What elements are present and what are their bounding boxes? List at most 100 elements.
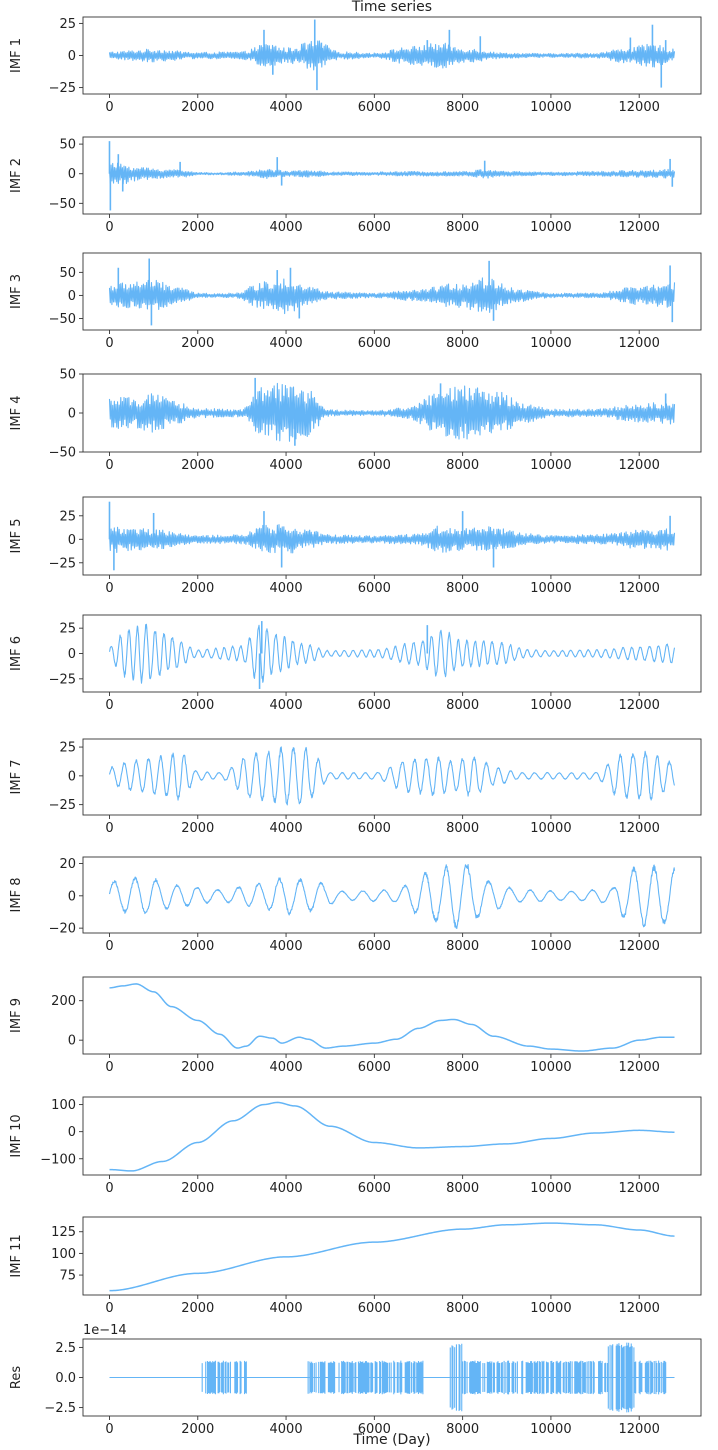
x-tick-label: 0	[105, 220, 113, 235]
x-tick-label: 12000	[619, 220, 660, 235]
x-tick-label: 0	[105, 1060, 113, 1075]
subplot-2: 0 2000 4000 6000 8000 10000 12000 −50 0 50 IMF 2	[9, 136, 702, 235]
y-tick-label: 25	[59, 509, 76, 524]
x-tick-label: 6000	[358, 1422, 391, 1437]
subplot-12: 0 2000 4000 6000 8000 10000 12000 −2.5 0.0 2.5 Res…	[9, 1323, 702, 1437]
x-tick-label: 6000	[358, 1060, 391, 1075]
x-tick-label: 8000	[446, 939, 479, 954]
y-tick-label: 0	[68, 49, 76, 64]
y-axis-label: IMF 7	[9, 760, 24, 795]
y-tick-label: 0	[68, 889, 76, 904]
subplot-1: 0 2000 4000 6000 8000 10000 12000 −25 0 25 IMF 1	[9, 16, 702, 115]
y-tick-label: 50	[59, 368, 76, 383]
y-axis-label: IMF 5	[9, 519, 24, 554]
series-line	[109, 1101, 675, 1172]
series-line	[108, 623, 676, 684]
x-axis-label: Time (Day)	[352, 1432, 430, 1448]
x-tick-label: 12000	[619, 1181, 660, 1196]
x-tick-label: 6000	[358, 939, 391, 954]
y-axis-label: IMF 2	[9, 158, 24, 193]
x-tick-label: 10000	[530, 336, 571, 351]
x-tick-label: 0	[105, 1301, 113, 1316]
y-tick-label: 2.5	[55, 1341, 76, 1356]
x-tick-label: 4000	[270, 220, 303, 235]
subplot-10: 0 2000 4000 6000 8000 10000 12000 −100 0 100 IMF 1…	[9, 1096, 702, 1196]
y-tick-label: −2.5	[44, 1401, 76, 1416]
y-axis-label: IMF 11	[9, 1234, 24, 1277]
x-tick-label: 8000	[446, 100, 479, 115]
y-tick-label: 0	[68, 289, 76, 304]
x-tick-label: 4000	[270, 100, 303, 115]
y-tick-label: 50	[59, 266, 76, 281]
series-line	[108, 277, 676, 315]
y-tick-label: 200	[51, 994, 76, 1009]
x-tick-label: 8000	[446, 1422, 479, 1437]
x-tick-label: 10000	[530, 939, 571, 954]
x-tick-label: 8000	[446, 1060, 479, 1075]
x-tick-label: 2000	[181, 458, 214, 473]
x-tick-label: 2000	[181, 100, 214, 115]
y-tick-label: −25	[49, 672, 76, 687]
x-tick-label: 8000	[446, 698, 479, 713]
y-tick-label: 25	[59, 622, 76, 637]
subplot-11: 0 2000 4000 6000 8000 10000 12000 75 100 125 IMF 1…	[9, 1216, 702, 1316]
subplot-5: 0 2000 4000 6000 8000 10000 12000 −25 0 25 IMF 5	[9, 496, 702, 596]
x-tick-label: 12000	[619, 336, 660, 351]
y-tick-label: 0	[68, 407, 76, 422]
x-tick-label: 6000	[358, 581, 391, 596]
y-tick-label: 0	[68, 167, 76, 182]
x-tick-label: 10000	[530, 1060, 571, 1075]
x-tick-label: 8000	[446, 220, 479, 235]
x-tick-label: 4000	[270, 336, 303, 351]
x-tick-label: 8000	[446, 336, 479, 351]
x-tick-label: 6000	[358, 100, 391, 115]
x-tick-label: 2000	[181, 1181, 214, 1196]
subplot-7: 0 2000 4000 6000 8000 10000 12000 −25 0 25 IMF 7	[9, 738, 702, 836]
x-tick-label: 6000	[358, 698, 391, 713]
x-tick-label: 4000	[270, 1181, 303, 1196]
x-tick-label: 2000	[181, 581, 214, 596]
x-tick-label: 10000	[530, 821, 571, 836]
x-tick-label: 0	[105, 581, 113, 596]
y-axis-label: IMF 3	[9, 274, 24, 309]
series-line	[109, 1222, 675, 1292]
x-tick-label: 2000	[181, 1060, 214, 1075]
x-tick-label: 2000	[181, 698, 214, 713]
y-axis-label: IMF 8	[9, 878, 24, 913]
x-tick-label: 12000	[619, 698, 660, 713]
subplot-8: 0 2000 4000 6000 8000 10000 12000 −20 0 20 IMF 8	[9, 856, 702, 954]
x-tick-label: 6000	[358, 458, 391, 473]
x-tick-label: 0	[105, 1181, 113, 1196]
axes-frame	[82, 252, 702, 331]
x-tick-label: 12000	[619, 1422, 660, 1437]
y-axis-label: IMF 10	[9, 1114, 24, 1157]
y-tick-label: 0.0	[55, 1371, 76, 1386]
x-tick-label: 10000	[530, 581, 571, 596]
y-tick-label: 25	[59, 741, 76, 756]
x-tick-label: 0	[105, 458, 113, 473]
y-tick-label: −50	[49, 312, 76, 327]
x-tick-label: 10000	[530, 698, 571, 713]
y-tick-label: 0	[68, 1125, 76, 1140]
x-tick-label: 12000	[619, 1060, 660, 1075]
x-tick-label: 0	[105, 821, 113, 836]
y-tick-label: 100	[51, 1098, 76, 1113]
axes-frame	[82, 856, 702, 934]
y-tick-label: −25	[49, 556, 76, 571]
y-tick-label: 0	[68, 769, 76, 784]
x-tick-label: 12000	[619, 581, 660, 596]
x-tick-label: 10000	[530, 1422, 571, 1437]
subplot-3: 0 2000 4000 6000 8000 10000 12000 −50 0 50 IMF 3	[9, 252, 702, 351]
axes-frame	[82, 738, 702, 816]
chart-title: Time series	[351, 0, 432, 15]
axes-frame	[82, 496, 702, 576]
y-tick-label: 20	[59, 857, 76, 872]
x-tick-label: 2000	[181, 821, 214, 836]
axes-frame	[82, 136, 702, 215]
x-tick-label: 6000	[358, 1181, 391, 1196]
x-tick-label: 12000	[619, 1301, 660, 1316]
y-tick-label: 25	[59, 17, 76, 32]
x-tick-label: 12000	[619, 939, 660, 954]
y-tick-label: 100	[51, 1247, 76, 1262]
